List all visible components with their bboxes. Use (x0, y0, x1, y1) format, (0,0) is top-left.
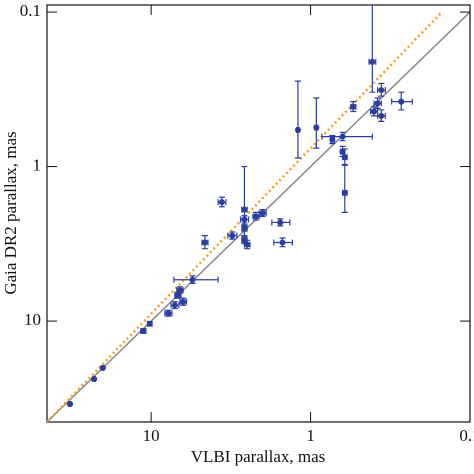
data-point (99, 364, 106, 371)
data-point (66, 400, 73, 407)
y-tick-label: 10 (24, 310, 41, 329)
data-point (398, 98, 405, 105)
data-point (341, 154, 348, 161)
data-point (279, 239, 286, 246)
data-point (378, 112, 385, 119)
data-point (378, 87, 385, 94)
data-point (229, 232, 236, 239)
data-point (329, 136, 336, 143)
y-error-bar (241, 165, 248, 237)
x-axis-label: VLBI parallax, mas (191, 447, 326, 466)
x-error-bar (321, 133, 373, 140)
data-point (146, 320, 153, 327)
data-point (91, 375, 98, 382)
data-point (176, 287, 183, 294)
data-point (313, 124, 320, 131)
data-point (201, 239, 208, 246)
y-error-bar (294, 80, 301, 159)
data-point (252, 213, 259, 220)
y-error-bar (313, 97, 320, 149)
data-point (165, 310, 172, 317)
data-point (241, 206, 248, 213)
data-point (140, 328, 147, 335)
data-point (374, 100, 381, 107)
y-error-bar (369, 5, 376, 93)
data-point (350, 103, 357, 110)
x-error-bar (173, 276, 219, 283)
data-point (180, 298, 187, 305)
y-tick-label: 0.1 (20, 1, 41, 20)
data-point (294, 127, 301, 134)
data-point (371, 108, 378, 115)
data-point (189, 276, 196, 283)
y-error-bar (341, 164, 348, 214)
x-tick-label: 1 (306, 426, 315, 445)
x-tick-label: 10 (143, 426, 160, 445)
data-point (277, 219, 284, 226)
data-point (341, 189, 348, 196)
data-point (244, 241, 251, 248)
plot-frame (46, 4, 471, 423)
data-point (218, 199, 225, 206)
data-point (339, 148, 346, 155)
plot-area (47, 5, 470, 422)
data-point (339, 133, 346, 140)
x-tick-label: 0.1 (459, 426, 474, 445)
data-point (259, 210, 266, 217)
data-point (369, 58, 376, 65)
y-tick-label: 1 (33, 155, 42, 174)
data-point (171, 302, 178, 309)
y-axis-label: Gaia DR2 parallax, mas (1, 131, 20, 294)
